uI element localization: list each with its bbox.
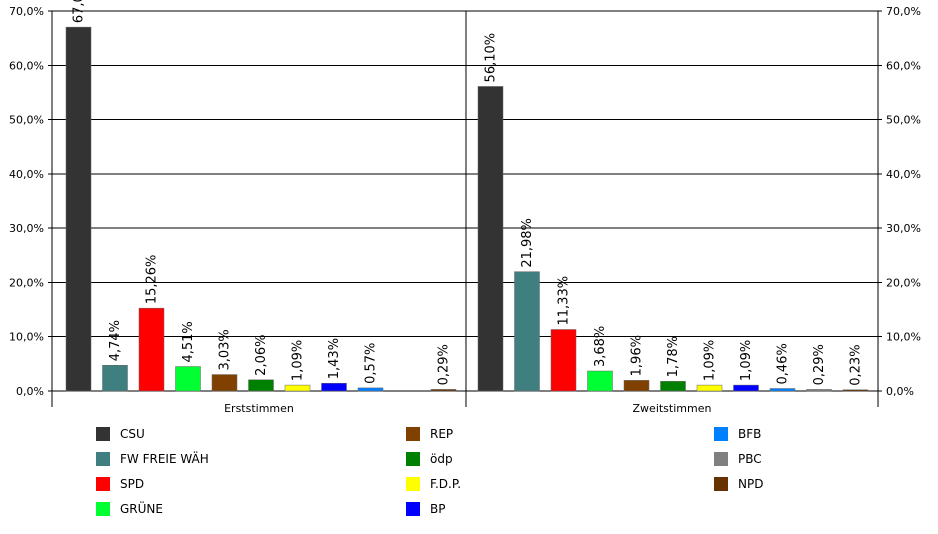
y-tick-label-right: 60,0% [886,59,921,72]
bar [623,380,650,392]
legend-swatch [406,427,420,441]
y-tick-label-left: 60,0% [9,59,44,72]
y-tick-label-left: 10,0% [9,331,44,344]
bar [321,382,347,392]
legend-swatch [406,477,420,491]
bar [284,384,311,392]
data-label: 0,29% [812,344,827,385]
y-tick-label-left: 30,0% [9,222,44,235]
data-label: 1,09% [291,340,306,381]
legend-label: CSU [120,427,145,441]
legend-swatch [96,452,110,466]
bar [430,389,457,392]
y-tick-label-right: 70,0% [886,5,921,18]
y-tick-label-right: 20,0% [886,276,921,289]
data-label: 21,98% [520,218,535,268]
legend-label: FW FREIE WÄH [120,452,209,466]
bar [842,389,869,392]
data-label: 1,96% [630,335,645,376]
legend-item: F.D.P. [406,476,461,492]
legend-label: F.D.P. [430,477,462,491]
data-label: 1,09% [739,340,754,381]
legend-swatch [96,427,110,441]
data-label: 0,29% [437,344,452,385]
legend-item: BFB [714,426,761,442]
legend-label: NPD [738,477,764,491]
legend-item: REP [406,426,453,442]
legend-item: ödp [406,451,453,467]
legend-label: GRÜNE [120,502,163,516]
legend-swatch [96,477,110,491]
legend-label: ödp [430,452,453,466]
bar [211,374,238,392]
legend-label: SPD [120,477,145,491]
y-tick-label-right: 40,0% [886,168,921,181]
data-label: 3,03% [218,329,233,370]
legend-item: SPD [96,476,144,492]
legend-item: GRÜNE [96,501,163,517]
legend-item: BP [406,501,445,517]
data-label: 56,10% [484,33,499,83]
data-label: 0,57% [364,343,379,384]
bar [550,329,577,392]
data-label: 11,33% [557,276,572,326]
bar [477,86,504,392]
bar [175,366,201,392]
bar [733,384,759,392]
y-tick-label-right: 0,0% [886,385,914,398]
y-tick-label-right: 10,0% [886,331,921,344]
legend-label: REP [430,427,454,441]
data-label: 0,46% [776,343,791,384]
y-tick-label-left: 50,0% [9,114,44,127]
legend-label: PBC [738,452,762,466]
legend-item: CSU [96,426,145,442]
bar [102,365,128,392]
legend-swatch [714,452,728,466]
legend-label: BP [430,502,446,516]
data-label: 1,09% [703,340,718,381]
y-tick-label-right: 30,0% [886,222,921,235]
legend-item: NPD [714,476,763,492]
legend-swatch [714,477,728,491]
category-label: Zweitstimmen [633,402,712,415]
bar [769,388,796,392]
legend-item: FW FREIE WÄH [96,451,209,467]
legend-label: BFB [738,427,762,441]
y-tick-label-right: 50,0% [886,114,921,127]
y-tick-label-left: 0,0% [16,385,44,398]
y-tick-label-left: 40,0% [9,168,44,181]
data-label: 3,68% [593,326,608,367]
bar [248,379,274,392]
bar [357,387,384,392]
legend-swatch [96,502,110,516]
legend-swatch [406,502,420,516]
legend-swatch [714,427,728,441]
bar [65,26,92,392]
data-label: 1,78% [666,336,681,377]
data-label: 0,23% [849,344,864,385]
y-tick-label-left: 70,0% [9,5,44,18]
bar [587,370,613,392]
data-label: 4,74% [108,320,123,361]
bar [138,307,165,392]
bar [696,384,723,392]
data-label: 1,43% [327,338,342,379]
y-tick-label-left: 20,0% [9,276,44,289]
data-label: 67,03% [72,0,87,23]
bar [514,271,540,392]
legend-swatch [406,452,420,466]
data-label: 2,06% [254,335,269,376]
bar [806,389,832,392]
category-label: Erststimmen [224,402,294,415]
data-label: 4,51% [181,321,196,362]
bar [660,381,686,392]
legend-item: PBC [714,451,762,467]
data-label: 15,26% [145,255,160,305]
